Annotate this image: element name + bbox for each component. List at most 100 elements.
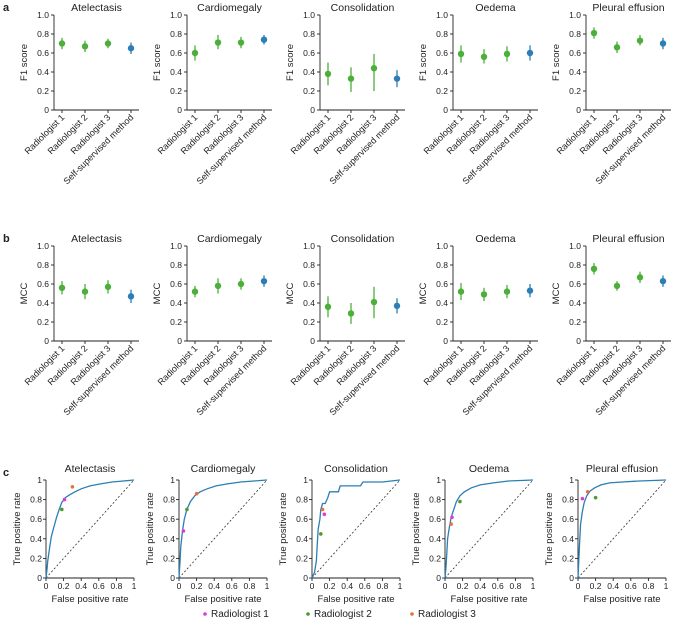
- y-tick-label: 1.0: [303, 241, 315, 251]
- y-tick-label: 0.8: [37, 260, 49, 270]
- radiologist-point: [593, 495, 598, 500]
- subplot-b-pleural-effusion: Pleural effusion00.20.40.60.81.0MCCRadio…: [551, 233, 671, 417]
- legend-item-radiologist-2: Radiologist 2: [306, 609, 372, 620]
- subplot-title: Pleural effusion: [592, 233, 664, 245]
- y-tick-label: 1.0: [37, 241, 49, 251]
- subplot-title: Atelectasis: [71, 233, 122, 245]
- x-tick-label: 0: [310, 581, 315, 591]
- radiologist-point: [62, 497, 67, 502]
- radiologist-point: [458, 499, 462, 504]
- subplot-title: Consolidation: [331, 2, 395, 14]
- y-tick-label: 1.0: [436, 10, 448, 20]
- y-tick-label: 0.2: [170, 317, 182, 327]
- roc-subplot-consolidation: Consolidation 00 0.2 0.2 0.4 0.4 0.6 0.6 0.8 0.8 1…: [278, 463, 403, 605]
- x-tick-label: 0: [443, 581, 448, 591]
- roc-curve: [444, 479, 534, 579]
- y-tick-label: 0.8: [163, 495, 175, 505]
- y-tick-label: 0.8: [170, 260, 182, 270]
- y-tick-label: 0.6: [303, 279, 315, 289]
- subplot-a-pleural-effusion: Pleural effusion 0 0.2 0.4 0.6 0.8 1.0 F1 score…: [551, 2, 671, 186]
- y-tick-label: 0.4: [37, 298, 49, 308]
- y-tick-label: 0.4: [303, 298, 315, 308]
- data-point: [659, 277, 667, 285]
- y-axis-label: F1 score: [285, 44, 296, 81]
- data-point: [191, 288, 199, 295]
- data-point: [480, 291, 488, 298]
- y-tick-label: 1.0: [569, 241, 581, 251]
- legend-label: Radiologist 3: [418, 609, 476, 620]
- y-tick-label: 0.2: [296, 553, 308, 563]
- x-tick-label: 0: [44, 581, 49, 591]
- radiologist-point: [320, 507, 325, 512]
- y-tick-label: 0.2: [30, 553, 42, 563]
- radiologist-point: [319, 532, 323, 536]
- y-axis-label: F1 score: [152, 44, 163, 81]
- y-tick-label: 0.2: [163, 553, 175, 563]
- y-axis-label: True positive rate: [12, 492, 23, 565]
- y-axis-label: F1 score: [19, 44, 30, 81]
- y-tick-label: 0.2: [303, 86, 315, 96]
- y-tick-label: 0.2: [569, 317, 581, 327]
- y-tick-label: 0.6: [170, 48, 182, 58]
- x-tick-label: 0.8: [642, 581, 654, 591]
- y-tick-label: 0.6: [37, 48, 49, 58]
- x-tick-label: 0: [177, 581, 182, 591]
- subplot-b-consolidation: Consolidation00.20.40.60.81.0MCCRadiolog…: [285, 233, 405, 417]
- data-point: [659, 40, 667, 47]
- subplot-title: Cardiomegaly: [197, 233, 263, 245]
- x-tick-label: 0.8: [110, 581, 122, 591]
- y-tick-label: 0.4: [436, 67, 448, 77]
- data-point: [260, 36, 268, 43]
- y-tick-label: 0: [443, 105, 448, 115]
- y-tick-label: 0.4: [30, 534, 42, 544]
- data-point: [613, 282, 621, 290]
- data-point: [457, 288, 465, 295]
- roc-subplot-oedema: Oedema 00 0.2 0.2 0.4 0.4 0.6 0.6 0.8 0.8 1 1 True p…: [411, 463, 536, 605]
- subplot-title: Oedema: [475, 233, 515, 245]
- y-tick-label: 0.6: [569, 279, 581, 289]
- y-axis-label: MCC: [551, 283, 562, 305]
- y-tick-label: 0.4: [163, 534, 175, 544]
- x-tick-label: 0.4: [75, 581, 87, 591]
- y-tick-label: 0.8: [303, 260, 315, 270]
- y-axis-label: MCC: [418, 283, 429, 305]
- y-tick-label: 1.0: [170, 241, 182, 251]
- y-tick-label: 0.6: [562, 514, 574, 524]
- subplot-b-cardiomegaly: Cardiomegaly00.20.40.60.81.0MCCRadiologi…: [152, 233, 272, 417]
- data-point: [457, 50, 465, 58]
- data-point: [370, 298, 378, 306]
- panel-b: b Atelectasis00.20.40.60.81.0MCCRadiologi…: [3, 233, 671, 417]
- y-tick-label: 0.6: [569, 48, 581, 58]
- y-tick-label: 0.4: [303, 67, 315, 77]
- y-tick-label: 0.6: [163, 514, 175, 524]
- x-axis-label: False positive rate: [450, 594, 527, 605]
- radiologist-point: [322, 512, 327, 517]
- y-tick-label: 0.4: [429, 534, 441, 544]
- y-tick-label: 0: [576, 336, 581, 346]
- y-axis-label: MCC: [285, 283, 296, 305]
- y-tick-label: 0.2: [436, 317, 448, 327]
- subplot-title: Consolidation: [324, 463, 388, 475]
- y-tick-label: 1.0: [436, 241, 448, 251]
- x-tick-label: 1: [664, 581, 669, 591]
- x-tick-label: 0.6: [226, 581, 238, 591]
- y-tick-label: 0.4: [296, 534, 308, 544]
- y-tick-label: 0: [170, 573, 175, 583]
- x-axis-label: False positive rate: [51, 594, 128, 605]
- data-point: [58, 40, 66, 47]
- y-tick-label: 0.6: [30, 514, 42, 524]
- radiologist-point: [185, 507, 189, 512]
- y-tick-label: 0.6: [296, 514, 308, 524]
- x-tick-label: 0.2: [457, 581, 469, 591]
- y-tick-label: 0.8: [569, 29, 581, 39]
- data-point: [636, 37, 644, 44]
- y-tick-label: 0.4: [569, 298, 581, 308]
- x-tick-label: 1: [398, 581, 403, 591]
- y-tick-label: 0: [177, 336, 182, 346]
- subplot-title: Consolidation: [331, 233, 395, 245]
- panel-label-b: b: [3, 233, 10, 245]
